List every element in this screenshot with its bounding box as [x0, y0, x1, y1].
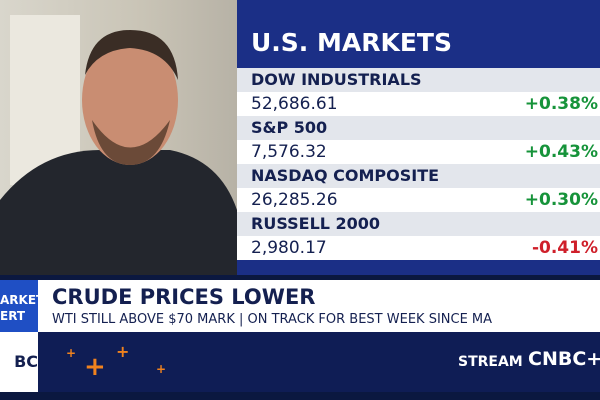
index-change: -0.41%: [531, 238, 598, 258]
index-value: 26,285.26: [251, 190, 338, 210]
alert-badge: ARKET ERT: [0, 280, 38, 332]
index-row: 7,576.32 +0.43%: [237, 140, 600, 164]
alert-line: ERT: [0, 309, 26, 323]
markets-panel: U.S. MARKETS DOW INDUSTRIALS 52,686.61 +0.…: [237, 0, 600, 275]
index-name: RUSSELL 2000: [237, 212, 600, 236]
index-name: S&P 500: [237, 116, 600, 140]
footer-bar: + + + +: [0, 332, 600, 392]
lower-third: [0, 280, 600, 332]
index-row: 26,285.26 +0.30%: [237, 188, 600, 212]
headline: CRUDE PRICES LOWER: [52, 285, 316, 309]
index-change: +0.43%: [524, 142, 598, 162]
index-row: 52,686.61 +0.38%: [237, 92, 600, 116]
index-change: +0.38%: [524, 94, 598, 114]
index-change: +0.30%: [524, 190, 598, 210]
subheadline: WTI STILL ABOVE $70 MARK | ON TRACK FOR …: [52, 312, 493, 327]
panel-title: U.S. MARKETS: [251, 28, 452, 57]
index-value: 7,576.32: [251, 142, 327, 162]
index-name: NASDAQ COMPOSITE: [237, 164, 600, 188]
index-value: 52,686.61: [251, 94, 338, 114]
person: [0, 15, 237, 275]
index-value: 2,980.17: [251, 238, 327, 258]
stream-label[interactable]: STREAM: [458, 354, 523, 370]
index-name: DOW INDUSTRIALS: [237, 68, 600, 92]
alert-line: ARKET: [0, 293, 38, 307]
index-row: 2,980.17 -0.41%: [237, 236, 600, 260]
logo: BC: [0, 332, 38, 392]
video-feed: [0, 0, 237, 275]
logo[interactable]: CNBC+: [528, 348, 600, 370]
